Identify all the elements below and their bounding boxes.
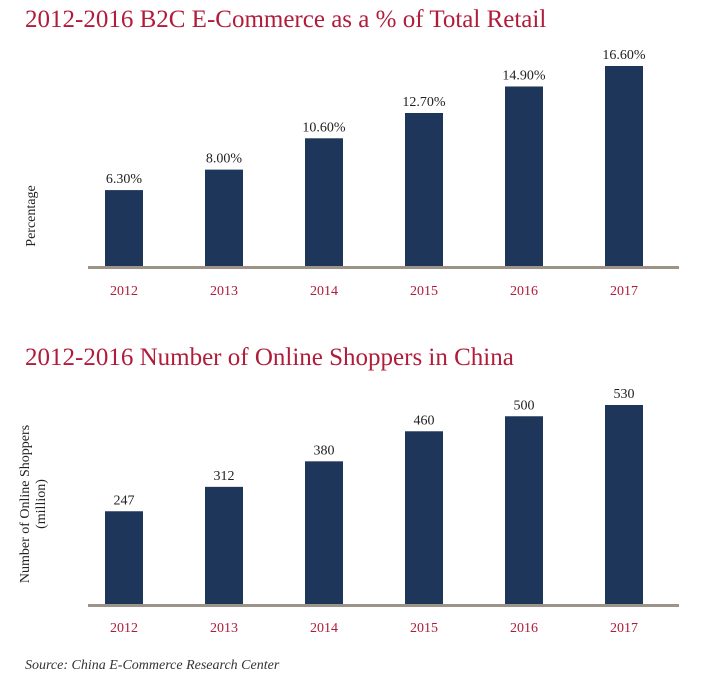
x-tick-label: 2013: [210, 284, 238, 299]
bar-shoppers-2017: [605, 405, 643, 604]
data-label: 530: [614, 387, 635, 402]
bar-retail-2016: [505, 86, 543, 266]
bar-retail-2014: [305, 138, 343, 266]
x-axis-baseline: [88, 604, 679, 607]
x-tick-label: 2016: [510, 284, 538, 299]
x-tick-label: 2017: [610, 621, 638, 636]
x-tick-label: 2013: [210, 621, 238, 636]
bar-shoppers-2012: [105, 511, 143, 604]
source-note: Source: China E-Commerce Research Center: [25, 658, 280, 673]
data-label: 380: [314, 443, 335, 458]
bar-shoppers-2015: [405, 431, 443, 604]
bar-retail-2015: [405, 112, 443, 267]
chart-title-retail-share: 2012-2016 B2C E-Commerce as a % of Total…: [25, 6, 547, 33]
bar-shoppers-2016: [505, 416, 543, 604]
x-tick-label: 2017: [610, 284, 638, 299]
x-tick-label: 2014: [310, 284, 338, 299]
x-tick-label: 2015: [410, 284, 438, 299]
y-axis-label: Percentage: [24, 185, 39, 246]
chart-retail-share: Percentage 6.30% 2012 8.00% 2013 10.60% 2014 12…: [24, 48, 679, 299]
x-tick-label: 2014: [310, 621, 338, 636]
x-tick-label: 2015: [410, 621, 438, 636]
x-tick-label: 2016: [510, 621, 538, 636]
y-axis-label: Number of Online Shoppers(million): [18, 425, 49, 583]
bar-retail-2017: [605, 66, 643, 266]
data-label: 312: [214, 469, 235, 484]
x-tick-label: 2012: [110, 621, 138, 636]
data-label: 16.60%: [602, 48, 646, 63]
data-label: 500: [514, 398, 535, 413]
chart-title-online-shoppers: 2012-2016 Number of Online Shoppers in C…: [25, 344, 514, 371]
data-label: 8.00%: [206, 152, 243, 167]
bar-shoppers-2013: [205, 486, 243, 604]
data-label: 10.60%: [302, 120, 346, 135]
bar-retail-2013: [205, 169, 243, 266]
x-tick-label: 2012: [110, 284, 138, 299]
data-label: 247: [114, 493, 135, 508]
chart-online-shoppers: Number of Online Shoppers(million) 247 201…: [18, 387, 679, 636]
x-axis-baseline: [88, 266, 679, 269]
bar-retail-2012: [105, 190, 143, 266]
data-label: 14.90%: [502, 68, 546, 83]
bar-shoppers-2014: [305, 461, 343, 604]
data-label: 460: [414, 413, 435, 428]
data-label: 6.30%: [106, 172, 143, 187]
data-label: 12.70%: [402, 95, 446, 110]
